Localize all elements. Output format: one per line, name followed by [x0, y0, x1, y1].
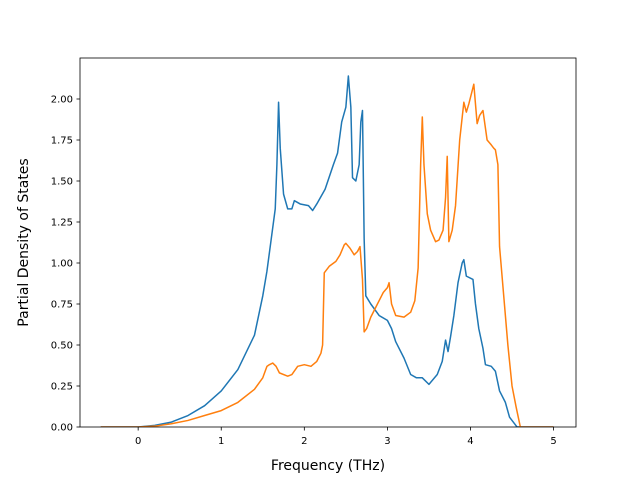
x-tick-label: 5 [550, 436, 556, 447]
y-tick-label: 0.25 [51, 382, 73, 393]
y-tick-label: 0.00 [51, 423, 73, 434]
x-tick-label: 1 [218, 436, 224, 447]
y-tick-label: 1.00 [51, 259, 73, 270]
x-tick-label: 0 [135, 436, 141, 447]
y-tick-label: 1.50 [51, 177, 73, 188]
y-tick-label: 2.00 [51, 95, 73, 106]
y-tick-label: 1.75 [51, 136, 73, 147]
y-tick-label: 0.50 [51, 341, 73, 352]
x-axis-label: Frequency (THz) [271, 458, 385, 474]
y-tick-label: 0.75 [51, 300, 73, 311]
x-tick-label: 2 [301, 436, 307, 447]
y-tick-label: 1.25 [51, 218, 73, 229]
y-axis-ticks: 0.00 0.25 0.50 0.75 1.00 1.25 1.50 1.75 2.00 [51, 95, 80, 434]
x-tick-label: 3 [384, 436, 390, 447]
axes-frame [79, 57, 577, 428]
x-axis-ticks: 0 1 2 3 4 5 [135, 427, 557, 447]
x-tick-label: 4 [467, 436, 473, 447]
series-line-2 [100, 83, 554, 427]
plot-area [100, 75, 554, 427]
y-axis-label: Partial Density of States [16, 158, 32, 326]
series-line-1 [100, 75, 554, 427]
